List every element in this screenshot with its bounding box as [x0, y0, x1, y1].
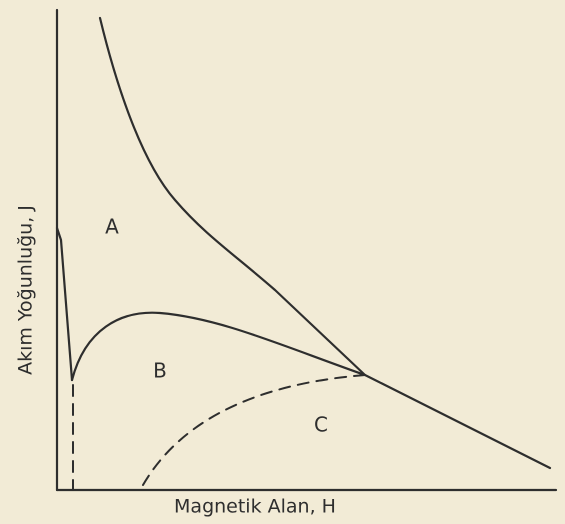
region-label: C [314, 413, 328, 437]
x-axis-label: Magnetik Alan, H [174, 496, 336, 518]
y-axis-label: Akım Yoğunluğu, J [15, 205, 37, 375]
b-curve [70, 311, 367, 382]
upper-curve [98, 16, 552, 470]
spike [55, 226, 74, 382]
region-label: A [105, 215, 119, 239]
region-label: B [153, 359, 167, 383]
c-curve [142, 374, 366, 486]
